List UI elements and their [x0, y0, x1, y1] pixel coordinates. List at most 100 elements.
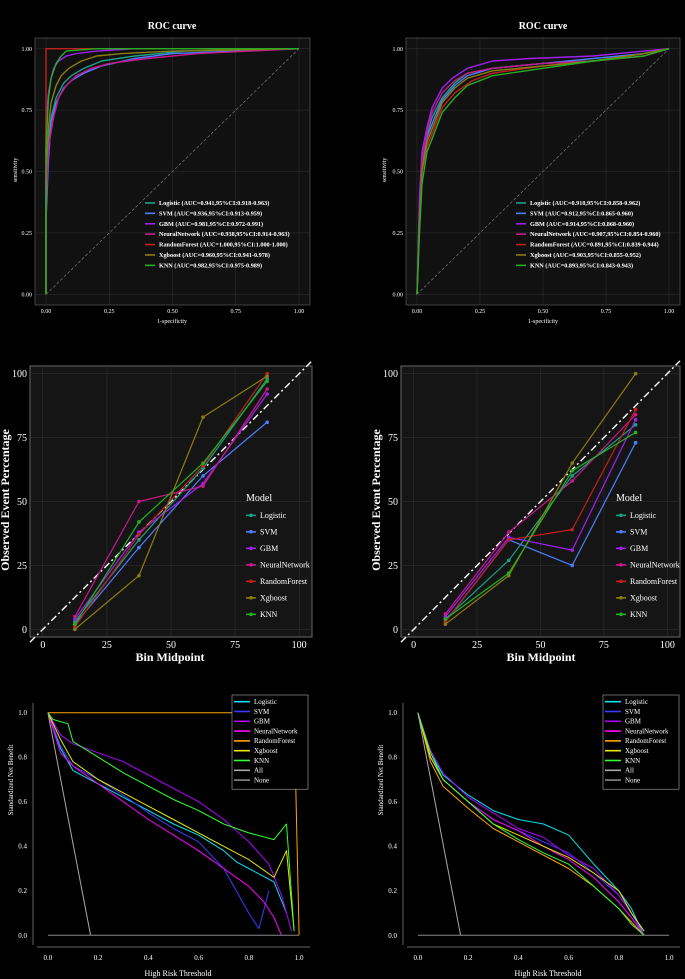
calibration_train-point-RandomForest-1 [137, 532, 141, 537]
dca_train-series-NeuralNetwork [47, 712, 282, 936]
calibration_test-point-Xgboost-1 [506, 573, 511, 578]
roc_test-legend-label-SVM: SVM (AUC=0.912,95%CI:0.865-0.960) [530, 210, 633, 217]
calibration_test-legend-label-Xgboost: Xgboost [630, 594, 658, 603]
roc-train-xlabel: 1-specificity [157, 318, 187, 325]
calibration_test-series-Xgboost [445, 373, 637, 625]
calibration_train-point-SVM-1 [137, 545, 141, 550]
calibration_train-legend-dot-NeuralNetwork [249, 563, 253, 567]
dca_train-xtick-label-4: 0.8 [244, 954, 253, 962]
roc_test-series-GBM [416, 48, 670, 295]
calibration_test-point-KNN-3 [633, 430, 638, 435]
dca_train-series-Xgboost [47, 712, 295, 931]
roc_train-series-KNN [45, 48, 299, 295]
calibration_train-point-NeuralNetwork-3 [265, 387, 269, 391]
calibration_test-point-GBM-2 [570, 548, 575, 552]
calibration_test-legend-label-GBM: GBM [630, 544, 648, 553]
calibration_test-legend-label-Logistic: Logistic [630, 511, 657, 520]
calibration_train-point-KNN-3 [265, 379, 269, 384]
calibration_train-point-Xgboost-0 [73, 627, 77, 632]
dca_test-xtick-label-2: 0.4 [514, 954, 523, 962]
dca_train-legend-label-None: None [254, 776, 269, 784]
calibration_test-ytick-label-2: 50 [388, 497, 398, 508]
calibration_train-point-GBM-3 [265, 392, 269, 396]
calibration_train-legend-label-Xgboost: Xgboost [260, 594, 288, 603]
calibration_test-point-RandomForest-0 [443, 619, 448, 624]
roc_train-ytick-label-2: 0.50 [22, 170, 33, 176]
dca_train-legend-label-Xgboost: Xgboost [254, 747, 278, 755]
dca_test-xtick-label-1: 0.2 [464, 954, 473, 962]
calibration_test-legend-dot-KNN [619, 612, 623, 617]
dca_test-series-KNN [417, 712, 645, 936]
roc_test-xtick-label-2: 0.50 [538, 309, 549, 315]
calibration_train-point-SVM-2 [201, 474, 205, 478]
roc_test-legend-label-GBM: GBM (AUC=0.914,95%CI:0.868-0.960) [530, 221, 634, 228]
dca_train-legend-label-GBM: GBM [254, 718, 271, 726]
calibration_train-point-Xgboost-1 [137, 573, 141, 578]
roc_test-legend-label-Xgboost: Xgboost (AUC=0.903,95%CI:0.855-0.952) [530, 252, 641, 259]
calibration_train-series-Xgboost [74, 375, 268, 630]
dca_train-series-KNN [47, 712, 295, 931]
dca_train-ytick-label-0: 0.0 [18, 932, 27, 940]
calibration_train-point-Logistic-1 [137, 538, 141, 542]
roc_test-reference-diagonal [416, 48, 670, 295]
dca_train-ytick-label-5: 1.0 [18, 709, 27, 717]
roc_test-ytick-label-2: 0.50 [393, 170, 404, 176]
dca_test-legend-label-Logistic: Logistic [625, 698, 648, 706]
dca_test-ytick-label-3: 0.6 [388, 798, 397, 806]
calibration_test-xtick-label-1: 25 [472, 640, 482, 651]
calibration_train-series-GBM [74, 393, 268, 620]
calibration_train-legend-label-Logistic: Logistic [260, 511, 287, 520]
dca_train-legend-label-KNN: KNN [254, 757, 269, 765]
calibration_test-point-Xgboost-0 [443, 622, 448, 627]
dca_train-series-GBM [47, 712, 292, 932]
calibration_train-legend-label-RandomForest: RandomForest [260, 577, 308, 586]
calibration_train-legend-label-KNN: KNN [260, 610, 278, 619]
roc_test-xtick-label-0: 0.00 [412, 309, 423, 315]
calibration_train-series-KNN [74, 380, 268, 625]
dca_train-xtick-label-0: 0.0 [44, 954, 53, 962]
calibration_test-point-Xgboost-3 [633, 371, 638, 376]
dca_train-xtick-label-3: 0.6 [194, 954, 203, 962]
roc_train-legend-label-RandomForest: RandomForest (AUC=1.000,95%CI:1.000-1.00… [159, 242, 288, 249]
roc_train-legend-label-GBM: GBM (AUC=0.981,95%CI:0.972-0.991) [159, 221, 263, 228]
calibration_test-point-GBM-1 [506, 535, 511, 540]
dca_test-xtick-label-5: 1.0 [665, 954, 674, 962]
calibration_train-xtick-label-1: 25 [102, 640, 112, 651]
calibration_train-ytick-label-3: 75 [17, 433, 27, 444]
calibration-test-xlabel: Bin Midpoint [506, 650, 575, 664]
calibration_test-point-RandomForest-1 [506, 538, 511, 542]
calibration-train-ylabel: Observed Event Percentage [0, 428, 12, 570]
dca-chart-test: High Risk Threshold Standardized Net Ben… [377, 694, 680, 978]
roc-test-xlabel: 1-specificity [528, 318, 558, 325]
calibration_test-point-SVM-2 [570, 563, 575, 568]
dca_train-ytick-label-4: 0.8 [18, 754, 27, 762]
dca_test-legend-label-Xgboost: Xgboost [625, 747, 649, 755]
dca_train-ytick-label-2: 0.4 [18, 843, 27, 851]
roc_train-series-Xgboost [45, 48, 300, 295]
calibration_train-point-Logistic-3 [265, 376, 269, 381]
calibration_test-legend-title: Model [616, 493, 642, 504]
calibration_test-legend-dot-Logistic [619, 513, 623, 518]
calibration_train-xtick-label-2: 50 [166, 640, 176, 651]
calibration_test-ytick-label-4: 100 [383, 369, 398, 380]
calibration_train-point-KNN-1 [137, 520, 141, 524]
calibration_train-point-NeuralNetwork-2 [201, 484, 205, 488]
dca_test-series-All [417, 712, 462, 936]
calibration_train-ytick-label-0: 0 [22, 625, 27, 636]
calibration_train-point-RandomForest-2 [201, 463, 205, 468]
calibration_train-legend-label-NeuralNetwork: NeuralNetwork [260, 561, 310, 570]
calibration-train-xlabel: Bin Midpoint [135, 650, 204, 664]
calibration_test-legend-dot-Xgboost [619, 596, 623, 600]
calibration_test-ytick-label-0: 0 [393, 625, 398, 636]
dca_train-series-All [47, 712, 92, 936]
dca_train-legend-label-NeuralNetwork: NeuralNetwork [254, 727, 298, 735]
calibration-test-ylabel: Observed Event Percentage [369, 428, 383, 570]
roc-chart-train: ROC curve 1-specificity sensitivity 0.00… [13, 21, 311, 325]
calibration_train-legend-label-SVM: SVM [260, 528, 277, 537]
roc_train-reference-diagonal [45, 48, 300, 295]
dca_train-legend-label-SVM: SVM [254, 708, 270, 716]
roc_test-ytick-label-3: 0.75 [393, 108, 404, 114]
dca-train-xlabel: High Risk Threshold [145, 969, 212, 978]
calibration_test-legend-label-RandomForest: RandomForest [630, 577, 678, 586]
